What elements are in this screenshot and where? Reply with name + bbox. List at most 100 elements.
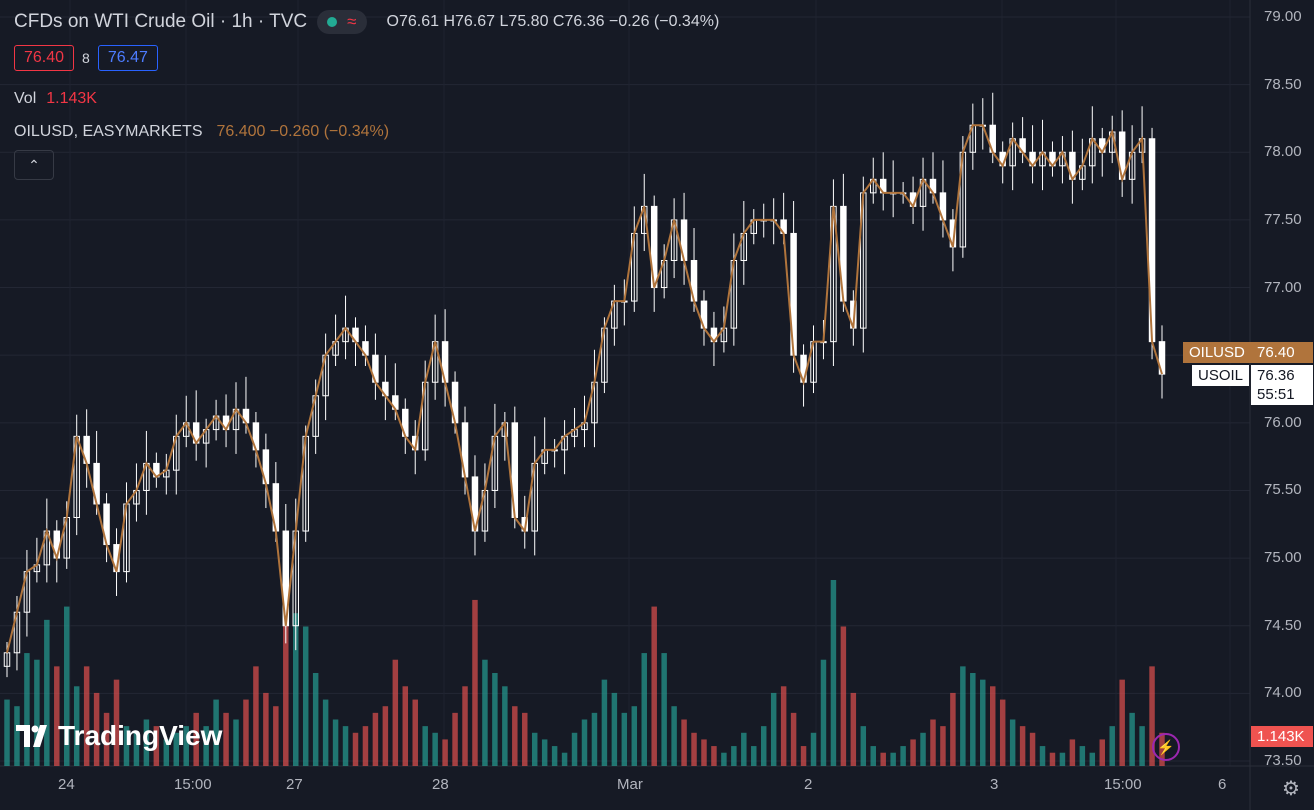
volume-label: Vol: [14, 90, 37, 107]
usoil-price-tag: 76.36: [1251, 365, 1313, 386]
volume-bar: [193, 712, 199, 766]
volume-bar: [103, 712, 110, 766]
volume-bar: [860, 726, 867, 766]
gear-icon[interactable]: ⚙: [1282, 778, 1300, 800]
ohlc-low-key: L: [499, 13, 509, 30]
volume-bar: [880, 752, 886, 766]
logo-text: TradingView: [58, 720, 223, 751]
volume-bar: [302, 626, 309, 766]
volume-bar: [800, 746, 807, 766]
volume-bar: [631, 706, 638, 766]
volume-bar: [850, 692, 857, 766]
time-tick-label: 28: [432, 776, 449, 793]
volume-bar: [64, 606, 70, 766]
volume-bar: [263, 692, 269, 766]
volume-bar: [283, 599, 289, 766]
volume-bar: [1099, 739, 1105, 766]
ohlc-close-key: C: [552, 13, 565, 30]
ask-button[interactable]: 76.47: [97, 45, 158, 71]
volume-bar: [571, 732, 578, 766]
market-status-pill[interactable]: ≈: [317, 10, 367, 34]
volume-bar: [760, 726, 767, 766]
volume-bar: [1039, 746, 1046, 766]
volume-bar: [531, 732, 538, 766]
volume-bar: [900, 746, 906, 766]
volume-bar: [213, 699, 219, 766]
volume-bar: [4, 699, 10, 766]
volume-bar: [1079, 746, 1086, 766]
volume-bar: [1119, 679, 1125, 766]
volume-bar: [332, 719, 339, 766]
volume-bar: [183, 726, 189, 766]
volume-bar: [661, 653, 667, 766]
volume-bar: [223, 712, 229, 766]
price-tick-label: 76.00: [1264, 413, 1302, 431]
time-tick-label: 24: [58, 776, 75, 793]
price-tick-label: 77.50: [1264, 210, 1302, 228]
volume-bar: [1139, 726, 1145, 766]
volume-price-tag: 1.143K: [1251, 726, 1313, 747]
volume-bar: [253, 666, 259, 766]
volume-bar: [342, 726, 349, 766]
volume-bar: [233, 719, 239, 766]
volume-bar: [352, 732, 359, 766]
flash-icon[interactable]: ⚡: [1152, 733, 1180, 761]
volume-value: 1.143K: [46, 90, 97, 107]
volume-bar: [970, 673, 976, 766]
volume-bar: [840, 626, 847, 766]
volume-bar: [34, 659, 40, 766]
volume-bar: [691, 732, 697, 766]
ohlc-close: 76.36: [564, 13, 605, 30]
spread-value: 8: [82, 50, 90, 66]
volume-bar: [1069, 739, 1076, 766]
volume-bar: [482, 659, 488, 766]
indicator-value: 76.400 −0.260 (−0.34%): [216, 123, 390, 140]
volume-bar: [422, 726, 428, 766]
volume-bar: [1059, 752, 1066, 766]
volume-bar: [412, 699, 418, 766]
volume-bar: [701, 739, 707, 766]
time-tick-label: 3: [990, 776, 999, 793]
volume-legend[interactable]: Vol 1.143K: [14, 90, 97, 108]
volume-bar: [780, 686, 787, 766]
volume-bar: [452, 712, 458, 766]
tradingview-logo[interactable]: TradingView: [16, 720, 222, 752]
wave-icon: ≈: [347, 12, 357, 31]
oilusd-line: [6, 124, 1163, 654]
quote-row: 76.40 8 76.47: [14, 45, 158, 71]
volume-bar: [322, 699, 329, 766]
volume-bar: [1029, 732, 1036, 766]
volume-bar: [293, 613, 299, 766]
legend-title-row: CFDs on WTI Crude Oil · 1h · TVC ≈ O76.6…: [14, 10, 719, 34]
price-tick-label: 75.50: [1264, 481, 1302, 499]
volume-bar: [402, 686, 409, 766]
volume-bar: [163, 739, 170, 766]
volume-bar: [820, 659, 827, 766]
volume-bar: [502, 686, 508, 766]
volume-bar: [1049, 752, 1056, 766]
volume-bar: [920, 732, 926, 766]
volume-bar: [621, 712, 628, 766]
volume-bar: [392, 659, 399, 766]
indicator-legend[interactable]: OILUSD, EASYMARKETS 76.400 −0.260 (−0.34%…: [14, 123, 389, 141]
volume-bar: [681, 719, 687, 766]
volume-bar: [611, 692, 618, 766]
volume-bar: [731, 746, 737, 766]
price-tick-label: 73.50: [1264, 752, 1302, 769]
bid-button[interactable]: 76.40: [14, 45, 75, 71]
ohlc-high: 76.67: [455, 13, 496, 30]
collapse-legend-button[interactable]: ⌃: [14, 150, 54, 180]
volume-bar: [472, 599, 478, 766]
volume-bar: [751, 746, 757, 766]
volume-bar: [44, 619, 50, 766]
ohlc-low: 75.80: [508, 13, 549, 30]
volume-bar: [950, 692, 956, 766]
volume-bar: [830, 580, 837, 766]
volume-bar: [1009, 719, 1016, 766]
symbol-title[interactable]: CFDs on WTI Crude Oil · 1h · TVC: [14, 11, 308, 32]
volume-bar: [312, 673, 319, 766]
volume-bar: [113, 679, 120, 766]
ohlc-values: O76.61 H76.67 L75.80 C76.36 −0.26 (−0.34…: [387, 13, 720, 31]
volume-bar: [522, 712, 528, 766]
